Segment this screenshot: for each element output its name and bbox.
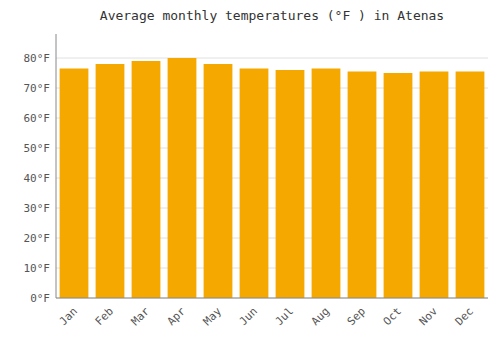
x-tick-label: Dec (453, 305, 476, 328)
bar (420, 72, 449, 299)
chart-title: Average monthly temperatures (°F ) in At… (100, 8, 444, 23)
bar (132, 61, 161, 298)
x-tick-label: Jul (273, 305, 296, 328)
x-tick-label: Apr (165, 305, 189, 329)
y-tick-label: 0°F (30, 292, 50, 305)
x-tick-label: Sep (345, 305, 368, 328)
grid-line (56, 298, 488, 299)
y-tick-label: 70°F (24, 82, 51, 95)
y-tick-label: 50°F (24, 142, 51, 155)
bar (312, 69, 341, 299)
bar (348, 72, 377, 299)
y-tick-label: 60°F (24, 112, 51, 125)
bar (456, 72, 485, 299)
x-axis-line (56, 298, 488, 299)
x-tick-label: Jan (57, 305, 80, 328)
y-tick-label: 20°F (24, 232, 51, 245)
bar (240, 69, 269, 299)
x-tick-label: Oct (381, 305, 404, 328)
y-tick-label: 40°F (24, 172, 51, 185)
chart-svg: Average monthly temperatures (°F ) in At… (0, 0, 500, 350)
y-axis-line (56, 34, 57, 298)
bar (204, 64, 233, 298)
bar (60, 69, 89, 299)
y-tick-label: 80°F (24, 52, 51, 65)
bar (96, 64, 125, 298)
bar (276, 70, 305, 298)
y-tick-label: 30°F (24, 202, 51, 215)
x-tick-label: Mar (129, 305, 153, 329)
x-tick-label: May (201, 305, 225, 329)
chart-container: Average monthly temperatures (°F ) in At… (0, 0, 500, 350)
x-tick-label: Feb (93, 305, 116, 328)
grid-line (56, 58, 488, 59)
x-tick-label: Nov (417, 305, 441, 329)
bars (60, 58, 485, 298)
y-tick-label: 10°F (24, 262, 51, 275)
bar (384, 73, 413, 298)
bar (168, 58, 197, 298)
grid (56, 58, 488, 298)
x-tick-label: Aug (309, 305, 332, 328)
x-tick-label: Jun (237, 305, 260, 328)
